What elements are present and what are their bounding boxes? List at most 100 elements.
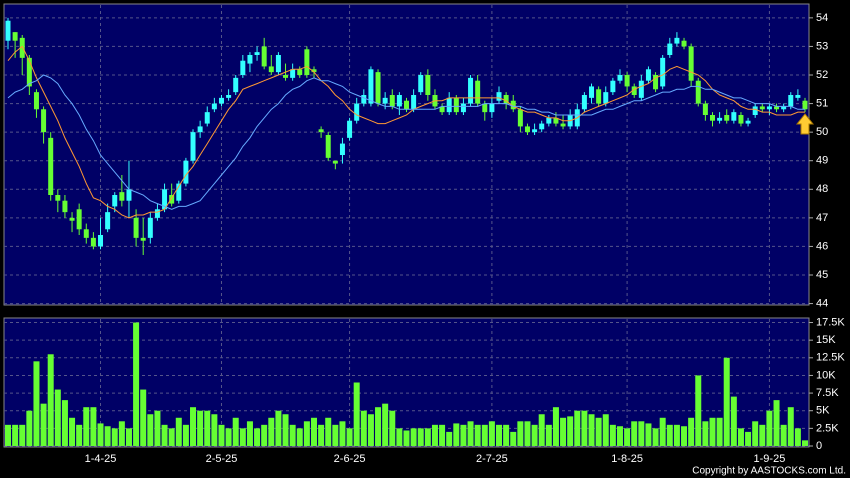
candle-body (98, 235, 104, 247)
candle-body (119, 192, 125, 201)
volume-bar (723, 357, 730, 446)
candle-body (717, 117, 723, 121)
volume-bar (503, 424, 510, 446)
candle-body (695, 80, 701, 104)
candle-body (254, 52, 260, 55)
y-tick-label: 47 (816, 212, 828, 224)
candle-body (240, 60, 246, 75)
candle-body (297, 69, 303, 75)
volume-bar (19, 424, 26, 446)
volume-bar (182, 424, 189, 446)
candle-body (304, 49, 310, 75)
candle-body (140, 237, 146, 241)
volume-bar (310, 417, 317, 446)
candle-body (268, 66, 274, 73)
volume-bar (780, 424, 787, 446)
volume-bar (197, 410, 204, 446)
volume-bar (802, 440, 808, 446)
y-tick-label: 10K (816, 369, 836, 381)
candle-body (674, 37, 680, 44)
candle-body (332, 160, 338, 164)
volume-bar (303, 421, 310, 446)
volume-bar (76, 424, 83, 446)
candle-body (283, 75, 289, 78)
candle-body (517, 109, 523, 127)
candle-body (411, 95, 417, 110)
volume-bar (47, 354, 54, 446)
candle-body (446, 97, 452, 113)
candle-body (539, 123, 545, 130)
volume-bar (730, 396, 737, 446)
volume-bar (289, 424, 296, 446)
volume-bar (631, 421, 638, 446)
x-tick-label: 1-8-25 (611, 453, 643, 465)
candle-body (354, 103, 360, 121)
volume-bar (766, 410, 773, 446)
volume-bar (517, 421, 524, 446)
volume-bar (332, 424, 339, 446)
candle-body (112, 195, 118, 207)
candle-body (5, 20, 11, 41)
candle-body (339, 143, 345, 155)
latest-arrow (795, 113, 815, 135)
candle-body (318, 129, 324, 133)
candle-body (211, 103, 217, 110)
candle-body (69, 217, 75, 221)
candle-body (468, 77, 474, 104)
volume-bar (638, 421, 645, 446)
volume-bar (218, 424, 225, 446)
volume-bar (424, 428, 431, 446)
moving-average-line (7, 74, 805, 210)
candle-body (788, 95, 794, 107)
y-tick-label: 7.5K (816, 387, 839, 399)
volume-bar (26, 410, 33, 446)
volume-bar (787, 407, 794, 446)
y-tick-label: 46 (816, 240, 828, 252)
volume-bar (666, 424, 673, 446)
volume-bar (709, 417, 716, 446)
candle-body (532, 129, 538, 133)
candle-body (190, 132, 196, 161)
candle-body (731, 112, 737, 121)
candle-body (802, 100, 808, 110)
candle-body (48, 137, 54, 195)
volume-bar (624, 428, 631, 446)
x-tick-label: 2-5-25 (206, 453, 238, 465)
volume-bar (382, 403, 389, 446)
volume-bar (90, 407, 97, 446)
candle-body (83, 229, 89, 238)
candle-body (375, 72, 381, 104)
candle-body (738, 115, 744, 124)
volume-bar (246, 421, 253, 446)
candle-body (496, 92, 502, 101)
volume-bar (54, 389, 61, 446)
candle-body (553, 117, 559, 124)
candle-body (19, 37, 25, 58)
candle-body (76, 209, 82, 230)
y-tick-label: 53 (816, 40, 828, 52)
volume-bar (40, 403, 47, 446)
volume-bar (140, 389, 147, 446)
candle-body (617, 75, 623, 81)
volume-bar (254, 428, 261, 446)
candle-body (439, 106, 445, 113)
volume-bar (239, 428, 246, 446)
volume-bar (161, 424, 168, 446)
candle-body (396, 95, 402, 107)
volume-bar (396, 428, 403, 446)
volume-bar (681, 426, 688, 446)
volume-bar (353, 382, 360, 446)
volume-bar (431, 424, 438, 446)
volume-bar (538, 414, 545, 446)
candle-body (752, 106, 758, 115)
volume-bar (403, 430, 410, 446)
y-tick-label: 51 (816, 97, 828, 109)
y-tick-label: 0 (816, 440, 822, 452)
volume-bar (147, 414, 154, 446)
volume-bar (446, 431, 453, 446)
volume-bar (688, 417, 695, 446)
volume-bar (552, 407, 559, 446)
candle-body (688, 46, 694, 81)
volume-bar (545, 424, 552, 446)
volume-bar (5, 424, 11, 446)
